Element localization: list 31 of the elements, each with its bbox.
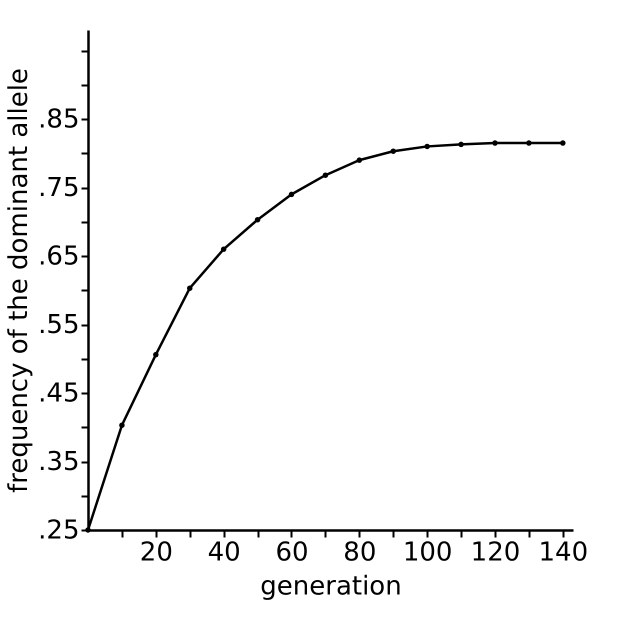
point [492, 140, 498, 146]
y-tick-label: .85 [38, 104, 80, 135]
point [526, 140, 532, 146]
point [187, 285, 192, 291]
x-tick-label: 120 [470, 538, 520, 568]
point [424, 144, 430, 150]
point [254, 216, 260, 222]
point [220, 246, 226, 252]
x-tick-label: 20 [140, 538, 173, 568]
x-tick-label: 60 [275, 538, 309, 568]
point [356, 157, 362, 163]
point [560, 140, 566, 146]
x-tick-label: 140 [538, 538, 588, 568]
x-axis-title: generation [260, 572, 402, 602]
y-tick-label: .25 [38, 516, 80, 546]
y-tick-label: .35 [38, 447, 80, 478]
point [85, 527, 91, 533]
x-tick-label: 100 [402, 538, 452, 568]
y-tick-label: .65 [38, 242, 80, 272]
point [458, 142, 464, 148]
point [119, 422, 125, 428]
x-tick-label: 80 [343, 538, 376, 568]
point [288, 192, 294, 198]
point [322, 172, 328, 178]
point [390, 148, 396, 154]
y-tick-label: .55 [38, 310, 80, 340]
x-tick-label: 40 [208, 538, 241, 568]
point [153, 352, 159, 358]
y-tick-label: .75 [38, 173, 80, 204]
y-axis-title: frequency of the dominant allele [4, 68, 34, 493]
y-tick-label: .45 [38, 378, 80, 409]
